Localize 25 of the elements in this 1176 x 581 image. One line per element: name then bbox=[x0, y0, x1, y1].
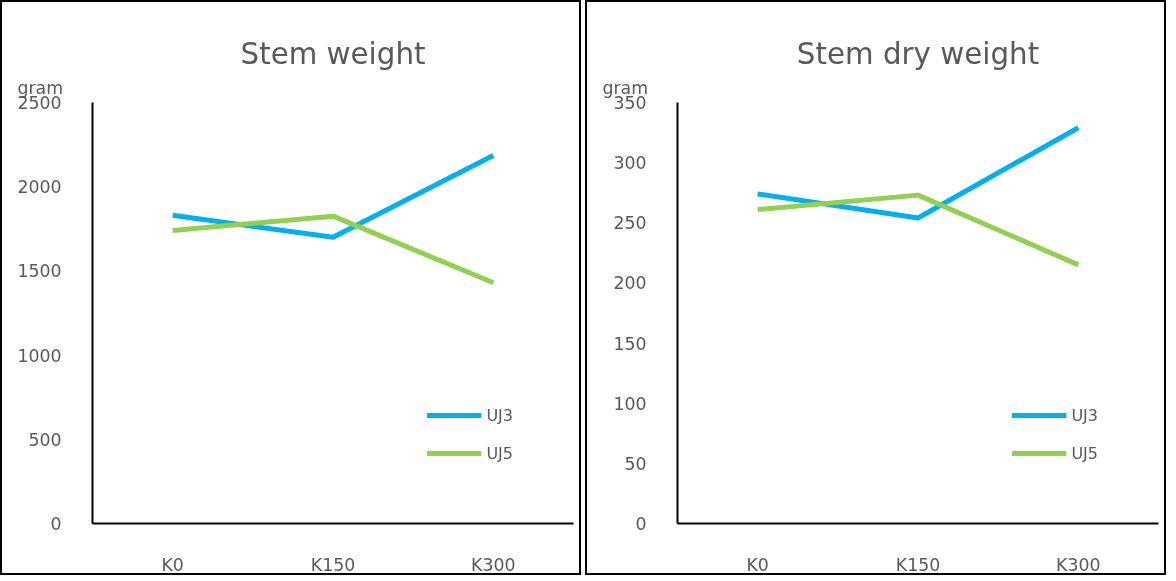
x-tick-label: K300 bbox=[471, 554, 516, 575]
legend-label: UJ3 bbox=[486, 405, 513, 425]
y-tick-label: 0 bbox=[635, 514, 647, 534]
y-tick-label: 250 bbox=[613, 213, 647, 234]
y-tick-label: 200 bbox=[613, 273, 647, 294]
x-tick-label: K300 bbox=[1056, 554, 1101, 575]
y-tick-label: 1000 bbox=[17, 345, 62, 366]
y-tick-label: 0 bbox=[50, 514, 62, 534]
x-tick-label: K0 bbox=[161, 554, 184, 575]
legend-label: UJ5 bbox=[486, 443, 513, 463]
y-tick-label: 300 bbox=[613, 153, 647, 174]
y-axis-title: gram bbox=[17, 77, 64, 98]
y-tick-label: 1500 bbox=[17, 261, 62, 282]
y-tick-label: 50 bbox=[624, 453, 647, 474]
chart-title: Stem weight bbox=[240, 36, 426, 71]
y-tick-label: 150 bbox=[613, 333, 647, 354]
y-tick-label: 100 bbox=[613, 393, 647, 414]
y-tick-label: 500 bbox=[28, 429, 62, 450]
legend-label: UJ3 bbox=[1071, 405, 1098, 425]
chart-title: Stem dry weight bbox=[796, 36, 1040, 71]
x-tick-label: K0 bbox=[746, 554, 769, 575]
x-tick-label: K150 bbox=[895, 554, 941, 575]
y-tick-label: 2000 bbox=[17, 177, 62, 198]
x-tick-label: K150 bbox=[310, 554, 356, 575]
legend-label: UJ5 bbox=[1071, 443, 1098, 463]
